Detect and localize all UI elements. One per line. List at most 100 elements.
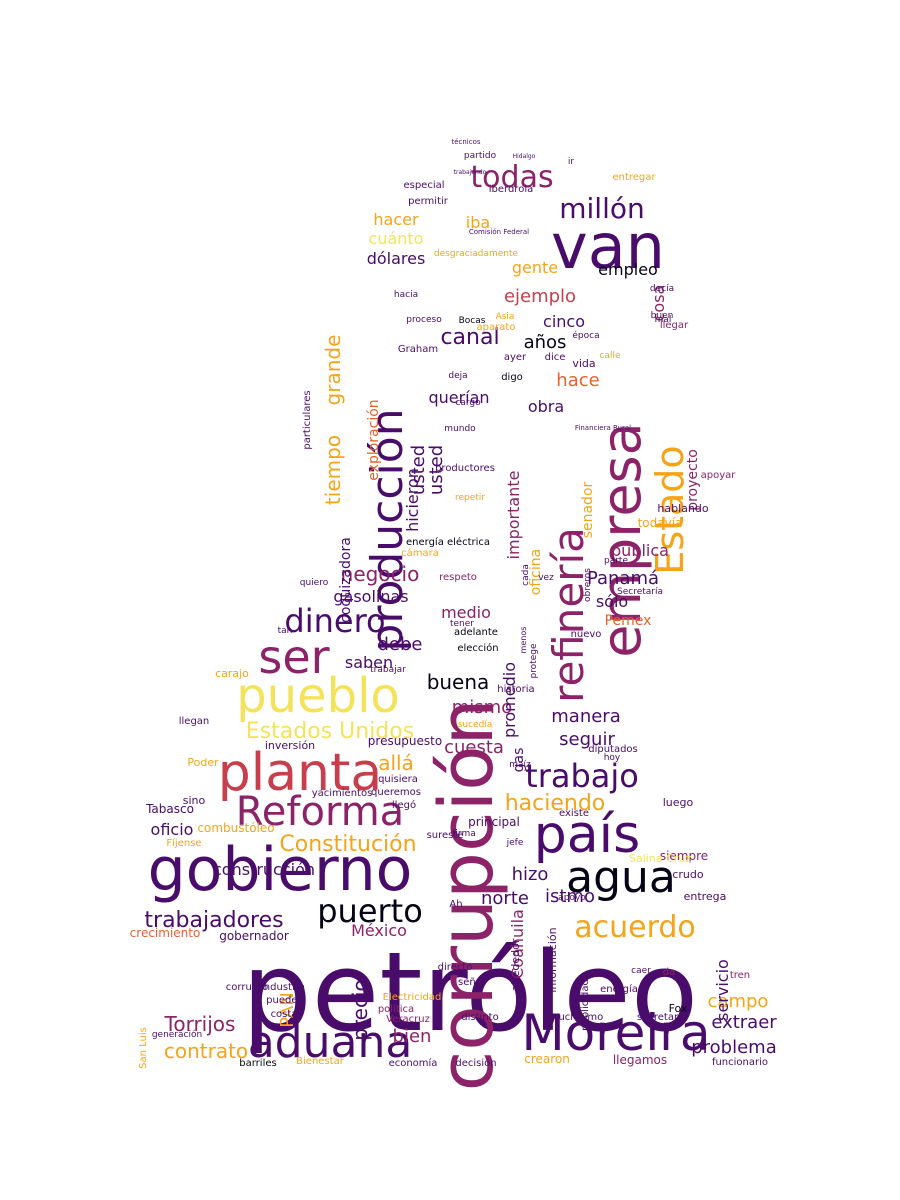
word-cuesta: cuesta (444, 737, 504, 758)
word-diputados: diputados (588, 744, 638, 755)
word-luego: luego (663, 796, 694, 809)
word-hacia: hacia (394, 290, 418, 300)
word-entrega: entrega (684, 890, 727, 903)
word-dinero: dinero (284, 602, 385, 640)
word-todas: todas (470, 160, 553, 195)
word-bienestar: Bienestar (296, 1056, 345, 1067)
word-bocas: Bocas (459, 316, 486, 326)
word-dolares: dólares (367, 249, 426, 268)
word-ah: Ah (449, 899, 462, 910)
word-haciendo: haciendo (505, 791, 606, 816)
word-tabasco: Tabasco (145, 802, 194, 816)
word-costa: costa (271, 1009, 298, 1020)
word-tren: tren (730, 970, 750, 981)
word-petroleo: petróleo (242, 928, 698, 1056)
word-economia: economía (389, 1057, 438, 1069)
word-decia: decía (650, 284, 674, 294)
word-energia: energía (600, 983, 638, 995)
word-problema: problema (691, 1037, 777, 1058)
word-bien: bien (393, 1026, 432, 1047)
word-partido: partido (464, 151, 497, 161)
word-torrijos: Torrijos (164, 1012, 236, 1036)
word-oficina: oficina (528, 549, 544, 595)
word-vez: vez (538, 573, 554, 583)
word-pemex: Pemex (605, 613, 652, 629)
word-mal: mal (655, 315, 672, 325)
word-decision: decisión (455, 1057, 496, 1069)
word-pais: país (534, 805, 640, 865)
word-productores: productores (435, 463, 495, 474)
word-funcionario: funcionario (712, 1057, 768, 1068)
word-gasolinas: gasolinas (333, 587, 408, 606)
word-apoyar: apoyar (701, 470, 737, 481)
word-hace: hace (556, 370, 599, 391)
word-mexico: México (351, 921, 407, 940)
word-secretario: secretario (637, 1012, 687, 1023)
word-desgraciadamente: desgraciadamente (434, 249, 519, 259)
word-obreros: obreros (583, 568, 593, 602)
word-canal: canal (440, 325, 499, 350)
word-calle: calle (599, 351, 620, 361)
word-quiero: quiero (300, 578, 329, 588)
word-saben: saben (345, 653, 393, 672)
word-siempre: siempre (660, 849, 708, 863)
word-constitucion: Constitución (279, 832, 416, 857)
word-ayer: ayer (504, 352, 527, 363)
word-protege: protege (529, 643, 539, 679)
word-digo: digo (501, 372, 523, 383)
word-extraer: extraer (711, 1012, 777, 1033)
word-tecnicos: técnicos (451, 138, 480, 146)
word-corrupto: corrupto (226, 982, 268, 993)
word-caer: caer (631, 966, 651, 976)
word-alla: allá (378, 751, 414, 775)
word-trabajando: trabajando (454, 169, 487, 176)
word-asia: Asia (496, 312, 515, 322)
word-gente: gente (512, 258, 558, 277)
word-crearon: crearon (524, 1052, 570, 1066)
word-coquizadora: coquizadora (338, 537, 354, 623)
word-directo: directo (438, 962, 473, 973)
word-dice: dice (545, 352, 566, 363)
word-grande: grande (321, 335, 345, 406)
word-moreira: Moreira (521, 1004, 710, 1062)
word-jefe: jefe (506, 838, 524, 848)
word-fox: Fox (669, 1002, 688, 1015)
word-cuanto: cuánto (369, 229, 424, 248)
word-van: van (551, 210, 665, 283)
word-negocio: negocio (341, 562, 420, 586)
word-querian: querían (428, 388, 489, 407)
word-camara: cámara (401, 547, 439, 559)
word-deja: deja (448, 371, 467, 381)
word-maiz: maíz (509, 760, 531, 770)
word-iberdrola: iberdrola (489, 184, 533, 195)
word-precio: precio (348, 979, 372, 1041)
word-importante: importante (504, 471, 523, 560)
word-proyecto: proyecto (685, 449, 701, 511)
word-cinco: cinco (543, 312, 585, 331)
word-norte: norte (481, 888, 529, 909)
word-senor: señor (458, 977, 487, 988)
word-gobierno: gobierno (148, 835, 413, 905)
word-seguir: seguir (559, 729, 615, 750)
word-campo: campo (708, 991, 769, 1012)
word-firma: firma (452, 829, 476, 839)
word-empleo: empleo (598, 260, 658, 279)
word-informacion: información (546, 927, 559, 992)
word-senador: senador (580, 481, 596, 538)
word-tiempo: tiempo (321, 435, 345, 505)
word-secretaria: Secretaría (617, 587, 663, 597)
word-apoyo: apoyo (558, 893, 586, 903)
word-coahuila: Coahuila (508, 909, 527, 979)
word-presupuesto: presupuesto (368, 734, 442, 748)
word-industria: industria (261, 982, 305, 993)
word-buen: buen (651, 311, 674, 321)
word-mundo: mundo (444, 424, 476, 434)
word-salina-cruz: Salina Cruz (629, 852, 691, 865)
word-existe: existe (559, 808, 589, 819)
word-yacimientos: yacimientos (312, 788, 373, 799)
word-principal: principal (468, 815, 520, 829)
word-aduana: aduana (248, 1017, 413, 1068)
word-contrato: contrato (164, 1039, 248, 1063)
word-estado: Estado (648, 445, 692, 574)
